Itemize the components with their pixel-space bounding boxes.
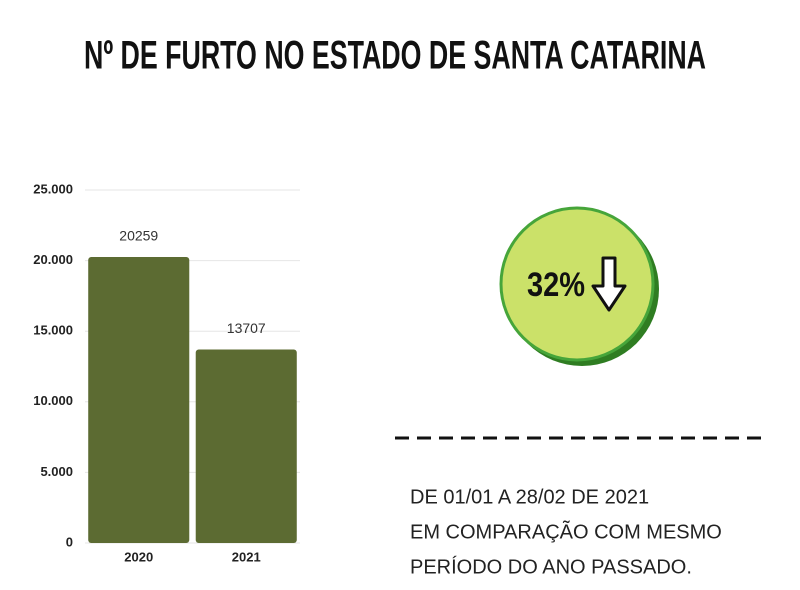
y-tick-label: 15.000 (33, 323, 73, 338)
x-tick-label: 2020 (124, 549, 153, 564)
y-tick-label: 10.000 (33, 393, 73, 408)
y-tick-label: 25.000 (33, 181, 73, 196)
note-line: DE 01/01 A 28/02 DE 2021 (410, 486, 649, 508)
x-tick-label: 2021 (232, 549, 261, 564)
note-line: EM COMPARAÇÃO COM MESMO (410, 519, 722, 543)
badge-circle (499, 206, 655, 362)
note-line: PERÍODO DO ANO PASSADO. (410, 555, 692, 578)
value-label: 13707 (227, 320, 266, 336)
y-tick-label: 5.000 (40, 464, 73, 479)
value-label: 20259 (119, 228, 158, 244)
bar (195, 349, 297, 543)
y-tick-label: 0 (66, 534, 73, 549)
down-arrow (591, 256, 627, 312)
badge-text: 32% (527, 266, 585, 304)
chart-title: Nº DE FURTO NO ESTADO DE SANTA CATARINA (84, 34, 706, 78)
bar (88, 256, 190, 543)
y-tick-label: 20.000 (33, 252, 73, 267)
